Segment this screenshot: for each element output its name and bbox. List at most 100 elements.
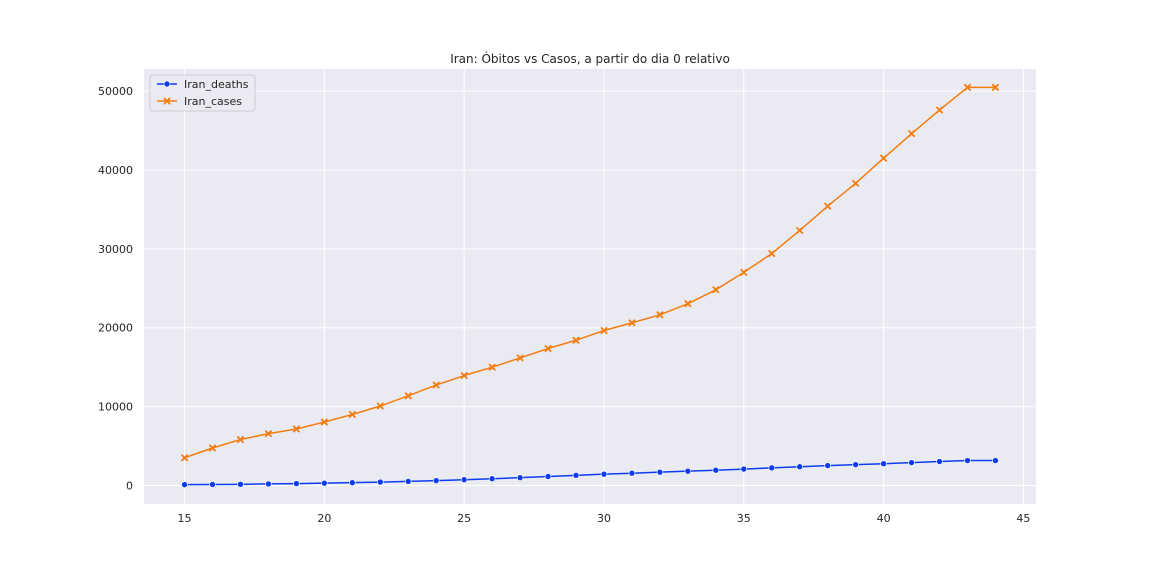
data-point-Iran_cases-shape [796, 226, 804, 234]
data-point-Iran_cases-shape [488, 363, 496, 371]
x-axis: 15 20 25 30 35 40 45 [178, 512, 1031, 525]
data-point-Iran_cases-shape [516, 354, 524, 362]
data-point-Iran_cases [404, 392, 412, 400]
data-point-Iran_deaths [544, 473, 552, 480]
data-point-Iran_cases-shape [684, 300, 692, 308]
data-point-Iran_cases-shape [292, 425, 300, 433]
data-point-Iran_deaths [376, 478, 384, 486]
data-point-Iran_deaths [432, 477, 440, 484]
data-point-Iran_deaths [265, 480, 272, 488]
data-point-Iran_cases-shape [908, 130, 916, 138]
data-point-Iran_deaths [237, 481, 244, 488]
data-point-Iran_cases [236, 436, 244, 444]
data-point-Iran_cases-shape [712, 286, 720, 294]
data-point-Iran_cases-shape [628, 319, 636, 327]
data-point-Iran_deaths [209, 481, 216, 488]
data-point-Iran_cases [824, 202, 832, 210]
data-point-Iran_cases [712, 286, 720, 294]
data-point-Iran_cases-shape [236, 436, 244, 444]
series-layer [181, 83, 999, 488]
plot-background [144, 69, 1036, 504]
data-point-Iran_deaths [488, 475, 496, 483]
data-point-Iran_cases-shape [852, 179, 860, 187]
data-point-Iran_cases [376, 402, 384, 410]
data-point-Iran_cases [991, 83, 999, 91]
y-tick-label: 40000 [98, 164, 133, 177]
data-point-Iran_cases-shape [572, 336, 580, 344]
data-point-Iran_cases [516, 354, 524, 362]
data-point-Iran_cases [880, 154, 888, 162]
data-point-Iran_cases-shape [544, 345, 552, 353]
data-point-Iran_cases-shape [963, 83, 971, 91]
data-point-Iran_deaths [349, 479, 356, 486]
data-point-Iran_cases-shape [936, 106, 944, 114]
data-point-Iran_cases-shape [348, 410, 356, 418]
x-tick-label: 20 [317, 512, 331, 525]
y-tick-label: 50000 [98, 85, 133, 98]
data-point-Iran_cases-shape [181, 454, 189, 462]
data-point-Iran_cases-shape [824, 202, 832, 210]
data-point-Iran_deaths [852, 461, 859, 468]
data-point-Iran_cases-shape [600, 327, 608, 335]
x-tick-label: 15 [178, 512, 192, 525]
data-point-Iran_cases [656, 311, 664, 319]
data-point-Iran_deaths [404, 478, 412, 485]
data-point-Iran_deaths [181, 481, 188, 488]
legend: Iran_deaths Iran_cases [149, 74, 256, 112]
data-point-Iran_cases-shape [460, 372, 468, 380]
data-point-Iran_cases-shape [991, 83, 999, 91]
data-point-Iran_deaths [768, 464, 776, 472]
data-point-Iran_cases [740, 268, 748, 276]
data-point-Iran_cases-shape [264, 430, 272, 438]
data-point-Iran_cases-shape [768, 250, 776, 258]
data-point-Iran_cases-shape [432, 381, 440, 389]
x-tick-label: 45 [1016, 512, 1030, 525]
legend-label: Iran_deaths [184, 78, 249, 91]
data-point-Iran_cases [936, 106, 944, 114]
series-Iran_deaths [181, 457, 999, 488]
chart-title: Iran: Óbitos vs Casos, a partir do dia 0… [450, 51, 730, 66]
data-point-Iran_cases-shape [209, 444, 217, 452]
series-line-Iran_cases [184, 86, 996, 459]
data-point-Iran_cases-shape [656, 311, 664, 319]
data-point-Iran_cases [320, 418, 328, 426]
data-point-Iran_cases-shape [740, 268, 748, 276]
data-point-Iran_deaths [293, 480, 300, 487]
data-point-Iran_cases [292, 425, 300, 433]
legend-marker-shape [163, 97, 171, 105]
data-point-Iran_cases [432, 381, 440, 389]
legend-entries: Iran_deaths Iran_cases [157, 78, 249, 108]
data-point-Iran_deaths [712, 466, 720, 474]
data-point-Iran_deaths [964, 457, 971, 464]
data-point-Iran_cases-shape [880, 154, 888, 162]
data-point-Iran_deaths [796, 463, 804, 471]
data-point-Iran_cases [572, 336, 580, 344]
legend-marker [163, 97, 171, 105]
data-point-Iran_cases-shape [376, 402, 384, 410]
y-tick-label: 30000 [98, 243, 133, 256]
x-tick-label: 30 [597, 512, 611, 525]
x-tick-label: 40 [877, 512, 891, 525]
data-point-Iran_deaths [600, 470, 608, 478]
data-point-Iran_cases [852, 179, 860, 187]
data-point-Iran_deaths [740, 465, 748, 473]
data-point-Iran_cases [768, 250, 776, 258]
data-point-Iran_cases [684, 300, 692, 308]
data-point-Iran_cases [209, 444, 217, 452]
data-point-Iran_cases-shape [320, 418, 328, 426]
data-point-Iran_cases [460, 372, 468, 380]
data-point-Iran_deaths [572, 472, 580, 479]
x-tick-label: 25 [457, 512, 471, 525]
data-point-Iran_cases-shape [404, 392, 412, 400]
y-tick-label: 10000 [98, 401, 133, 414]
data-point-Iran_deaths [684, 467, 692, 475]
data-point-Iran_cases [544, 345, 552, 353]
data-point-Iran_deaths [321, 479, 328, 487]
series-line-Iran_deaths [184, 459, 996, 486]
data-point-Iran_cases [796, 226, 804, 234]
data-point-Iran_deaths [908, 459, 915, 466]
data-point-Iran_deaths [460, 476, 468, 484]
data-point-Iran_deaths [992, 457, 999, 464]
data-point-Iran_cases [488, 363, 496, 371]
